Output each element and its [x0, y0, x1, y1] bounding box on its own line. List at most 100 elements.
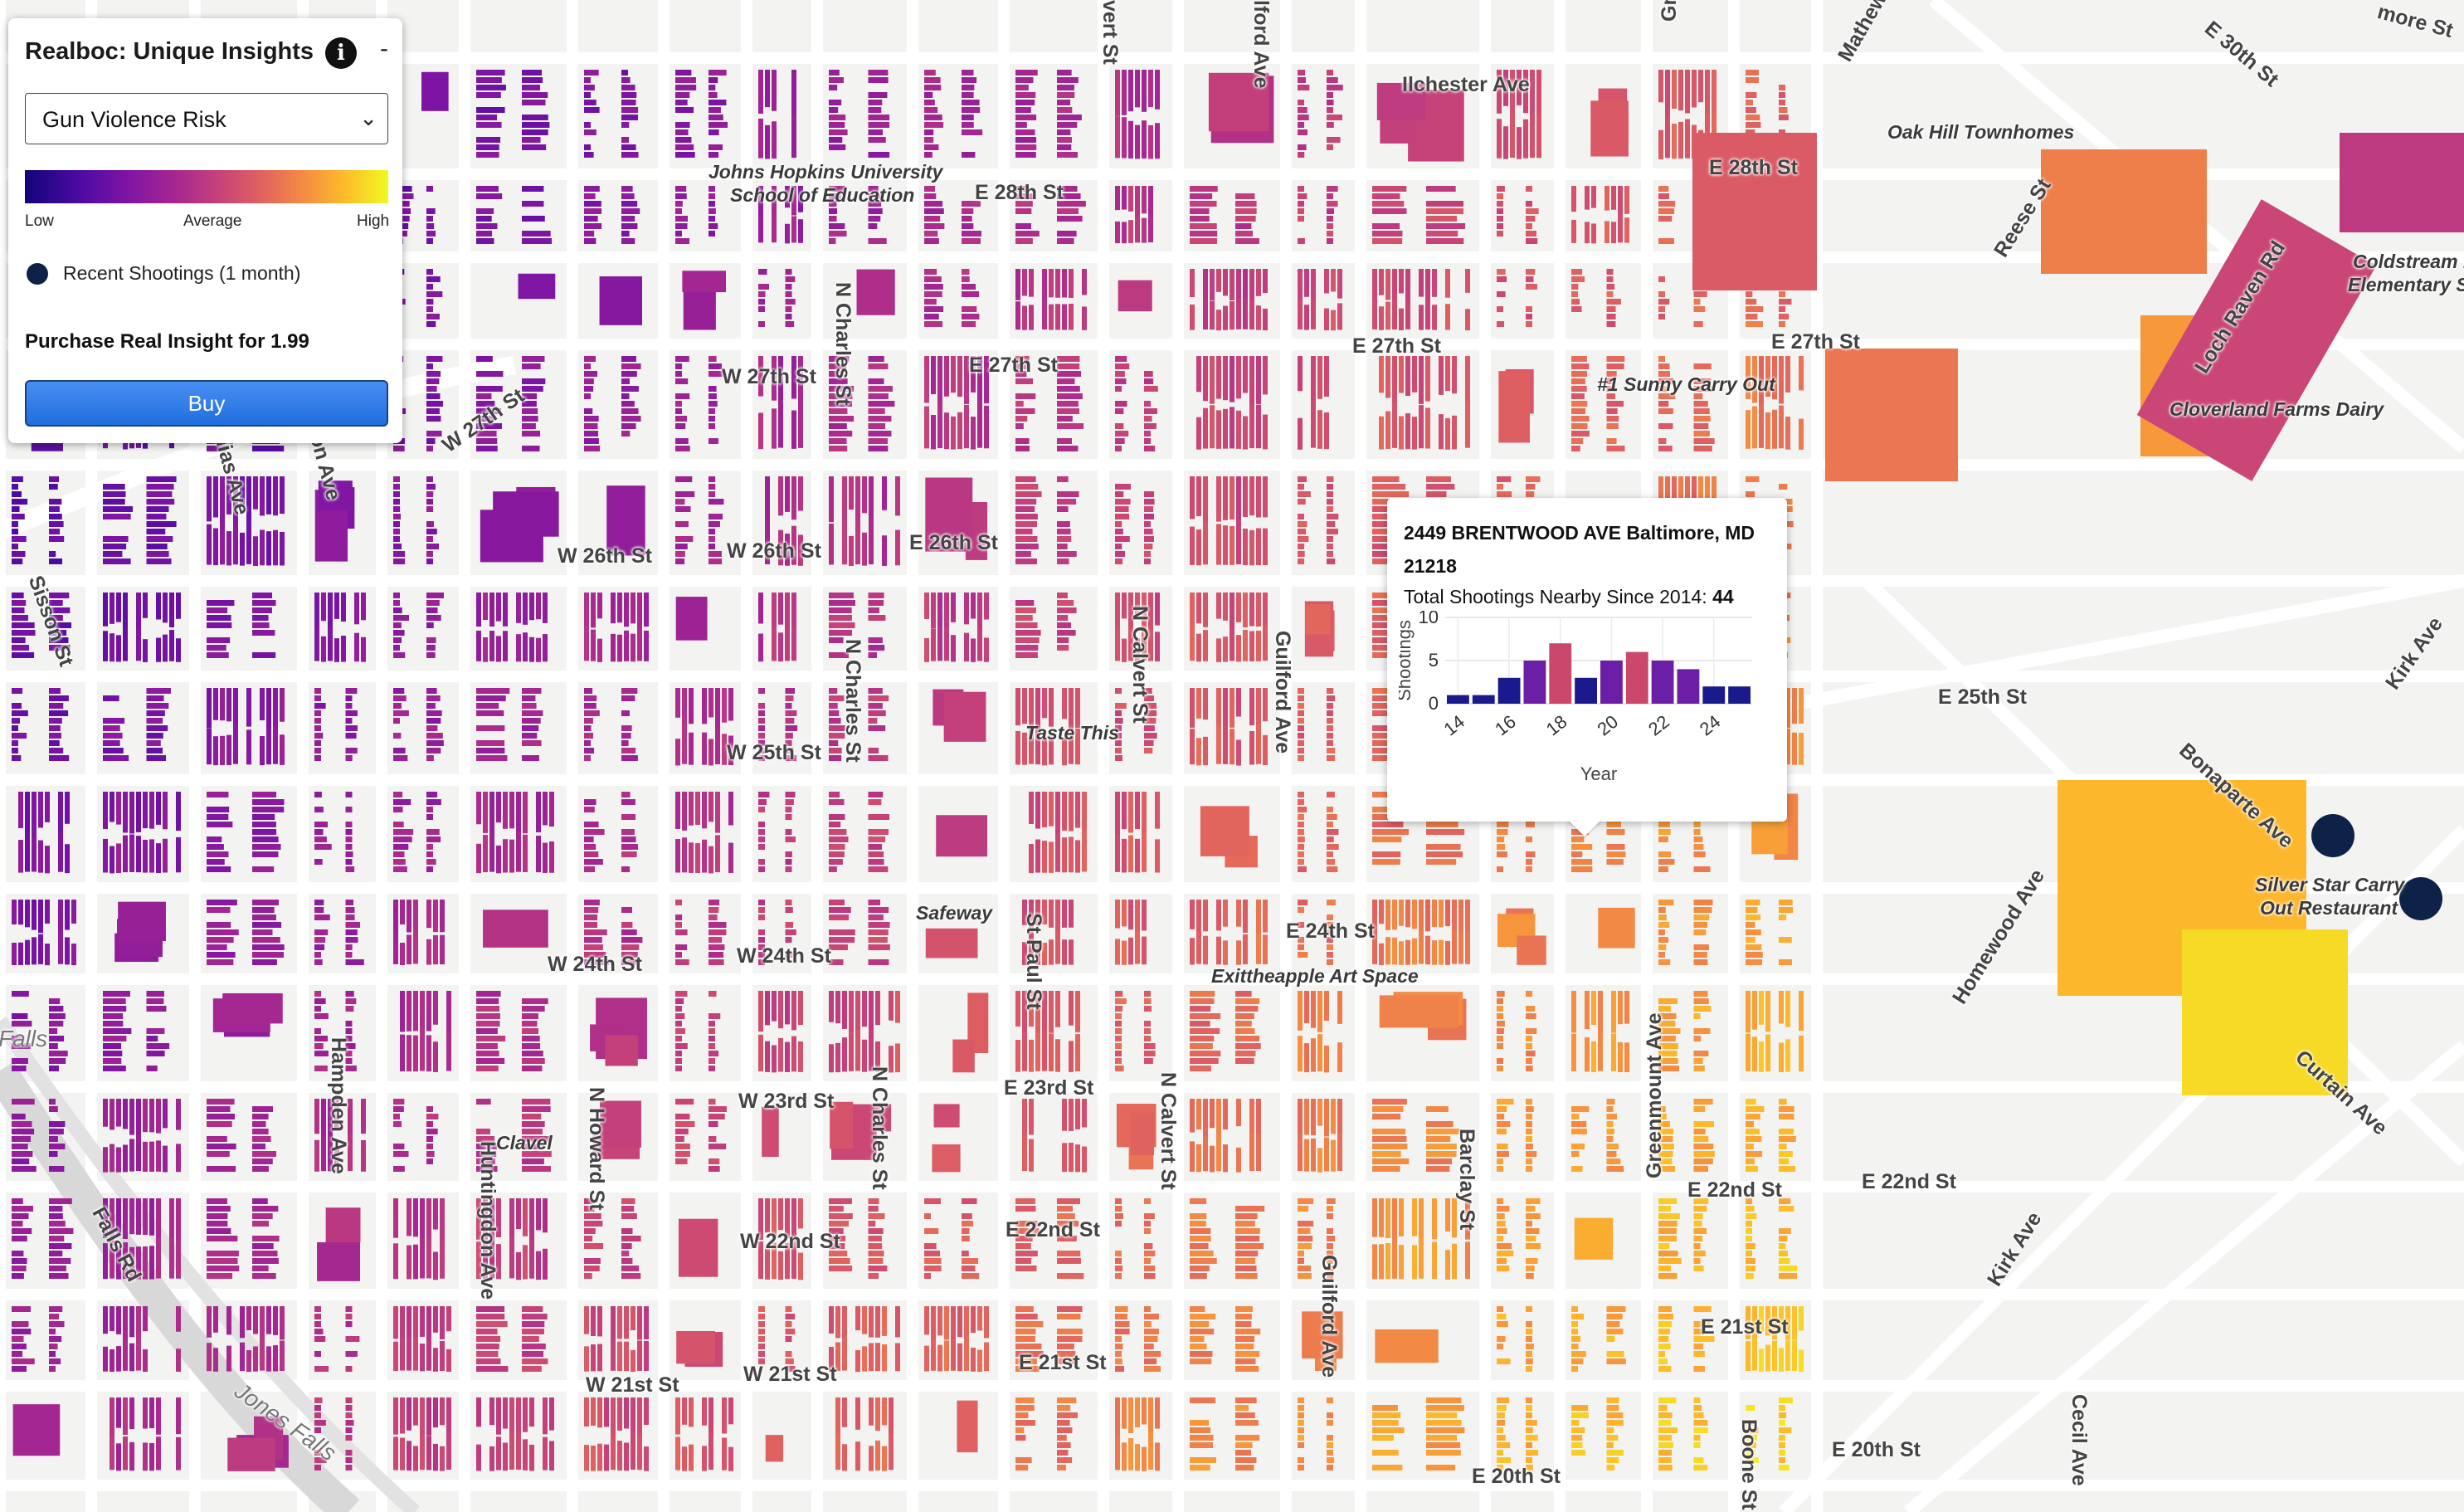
street-label: W 27th St — [722, 365, 816, 388]
legend-high-label: High — [357, 212, 390, 230]
street-label: E 26th St — [909, 531, 998, 554]
x-tick-label: 18 — [1542, 711, 1571, 740]
street-label: E 28th St — [975, 181, 1064, 204]
collapse-button[interactable]: - — [380, 35, 388, 62]
x-tick-label: 14 — [1439, 711, 1468, 740]
chevron-down-icon: ⌄ — [359, 105, 377, 130]
shootings-bar-chart: 0 5 10 14 16 18 20 22 24 Year Shootings — [1399, 611, 1752, 784]
popup-total-label: Total Shootings Nearby Since 2014: — [1404, 586, 1713, 607]
purchase-text: Purchase Real Insight for 1.99 — [25, 330, 309, 353]
street-label: E 24th St — [1286, 919, 1375, 943]
poi-label: #1 Sunny Carry Out — [1597, 373, 1775, 395]
shooting-markers — [2311, 814, 2442, 920]
poi-label: Safeway — [916, 902, 993, 924]
recent-shootings-label: Recent Shootings (1 month) — [63, 262, 301, 284]
street-label: E 25th St — [1938, 685, 2027, 709]
street-label: E 23rd St — [1004, 1076, 1094, 1100]
street-label: E 20th St — [1472, 1465, 1561, 1488]
street-label: W 26th St — [558, 544, 652, 568]
shooting-marker[interactable] — [2399, 877, 2442, 920]
street-label: E 28th St — [1709, 156, 1798, 179]
poi-label: Johns Hopkins University — [709, 161, 943, 183]
x-axis-label: Year — [1580, 763, 1617, 784]
info-icon[interactable]: i — [325, 37, 357, 69]
y-axis-label: Shootings — [1399, 620, 1415, 701]
buy-button[interactable]: Buy — [25, 380, 388, 427]
street-label: Barclay St — [1455, 1129, 1478, 1231]
poi-label: Elementary Sc — [2348, 274, 2464, 295]
water-label: Falls — [0, 1026, 48, 1051]
poi-label: Silver Star Carry — [2255, 874, 2405, 895]
x-tick-label: 24 — [1696, 711, 1725, 740]
street-label: E 22nd St — [1006, 1218, 1100, 1241]
street-label: N Howard St — [585, 1087, 608, 1211]
bar — [1549, 643, 1572, 704]
layer-select[interactable]: Gun Violence Risk ⌄ — [25, 93, 388, 144]
street-label: E 27th St — [1352, 334, 1441, 358]
poi-label: Taste This — [1025, 722, 1119, 744]
y-tick-label: 0 — [1429, 693, 1439, 714]
layer-select-value: Gun Violence Risk — [42, 107, 226, 132]
street-label: W 21st St — [743, 1363, 837, 1386]
poi-label: Exittheapple Art Space — [1211, 965, 1419, 987]
bar — [1497, 677, 1521, 704]
y-tick-label: 10 — [1419, 611, 1439, 627]
bar — [1728, 686, 1751, 704]
x-tick-label: 16 — [1491, 711, 1520, 740]
panel-title: Realboc: Unique Insights — [25, 38, 314, 65]
street-label: W 24th St — [548, 953, 642, 976]
bar — [1523, 661, 1546, 704]
street-label: Ilchester Ave — [1402, 73, 1530, 96]
bar — [1625, 651, 1648, 704]
street-label: vert St — [1098, 0, 1122, 65]
street-label: E 21st St — [1701, 1315, 1789, 1339]
popup-total-value: 44 — [1712, 586, 1734, 607]
property-popup: 2449 BRENTWOOD AVE Baltimore, MD 21218 T… — [1387, 498, 1787, 822]
poi-label: Coldstream P — [2353, 251, 2464, 272]
street-label: W 21st St — [586, 1373, 679, 1397]
street-label: N Calvert St — [1157, 1072, 1180, 1190]
poi-label: Out Restaurant — [2260, 897, 2398, 919]
street-label: Gre — [1658, 0, 1681, 22]
risk-legend-gradient — [25, 170, 388, 203]
street-label: N Charles St — [831, 282, 855, 406]
bar — [1677, 669, 1700, 704]
street-label: St Paul St — [1022, 913, 1045, 1010]
street-label: N Charles St — [868, 1066, 891, 1190]
bar — [1575, 677, 1597, 704]
bar — [1447, 695, 1469, 704]
street-label: Huntingdon Ave — [476, 1141, 499, 1300]
popup-pointer — [1568, 820, 1601, 836]
y-tick-label: 5 — [1429, 650, 1439, 671]
street-label: E 22nd St — [1687, 1178, 1782, 1202]
street-label: W 26th St — [727, 539, 821, 563]
popup-total-shootings: Total Shootings Nearby Since 2014: 44 — [1404, 586, 1734, 608]
legend-average-label: Average — [183, 212, 242, 230]
street-label: W 24th St — [737, 944, 831, 968]
bar — [1472, 695, 1495, 704]
street-label: Cecil Ave — [2067, 1394, 2091, 1486]
street-label: N Calvert St — [1128, 606, 1152, 724]
street-label: N Charles St — [841, 639, 864, 763]
shooting-marker-icon — [27, 263, 48, 285]
x-tick-label: 22 — [1644, 711, 1673, 740]
street-label: Hampden Ave — [327, 1037, 350, 1174]
street-label: W 25th St — [727, 741, 821, 764]
street-label: E 20th St — [1832, 1438, 1921, 1461]
street-label: Guilford Ave — [1271, 631, 1294, 754]
street-label: W 22nd St — [740, 1230, 840, 1253]
street-label: Guilford Ave — [1317, 1255, 1341, 1378]
street-label: E 21st St — [1019, 1351, 1107, 1374]
legend-low-label: Low — [25, 212, 54, 230]
shooting-marker[interactable] — [2311, 814, 2354, 857]
street-label: E 27th St — [1771, 330, 1860, 354]
street-label: E 22nd St — [1862, 1170, 1956, 1193]
street-label: lford Ave — [1249, 0, 1273, 89]
poi-label: Cloverland Farms Dairy — [2169, 398, 2384, 420]
insights-panel: Realboc: Unique Insights i - Gun Violenc… — [8, 18, 402, 443]
street-label: Boone St — [1737, 1419, 1760, 1510]
bar — [1651, 661, 1674, 704]
poi-label: School of Education — [730, 184, 915, 206]
